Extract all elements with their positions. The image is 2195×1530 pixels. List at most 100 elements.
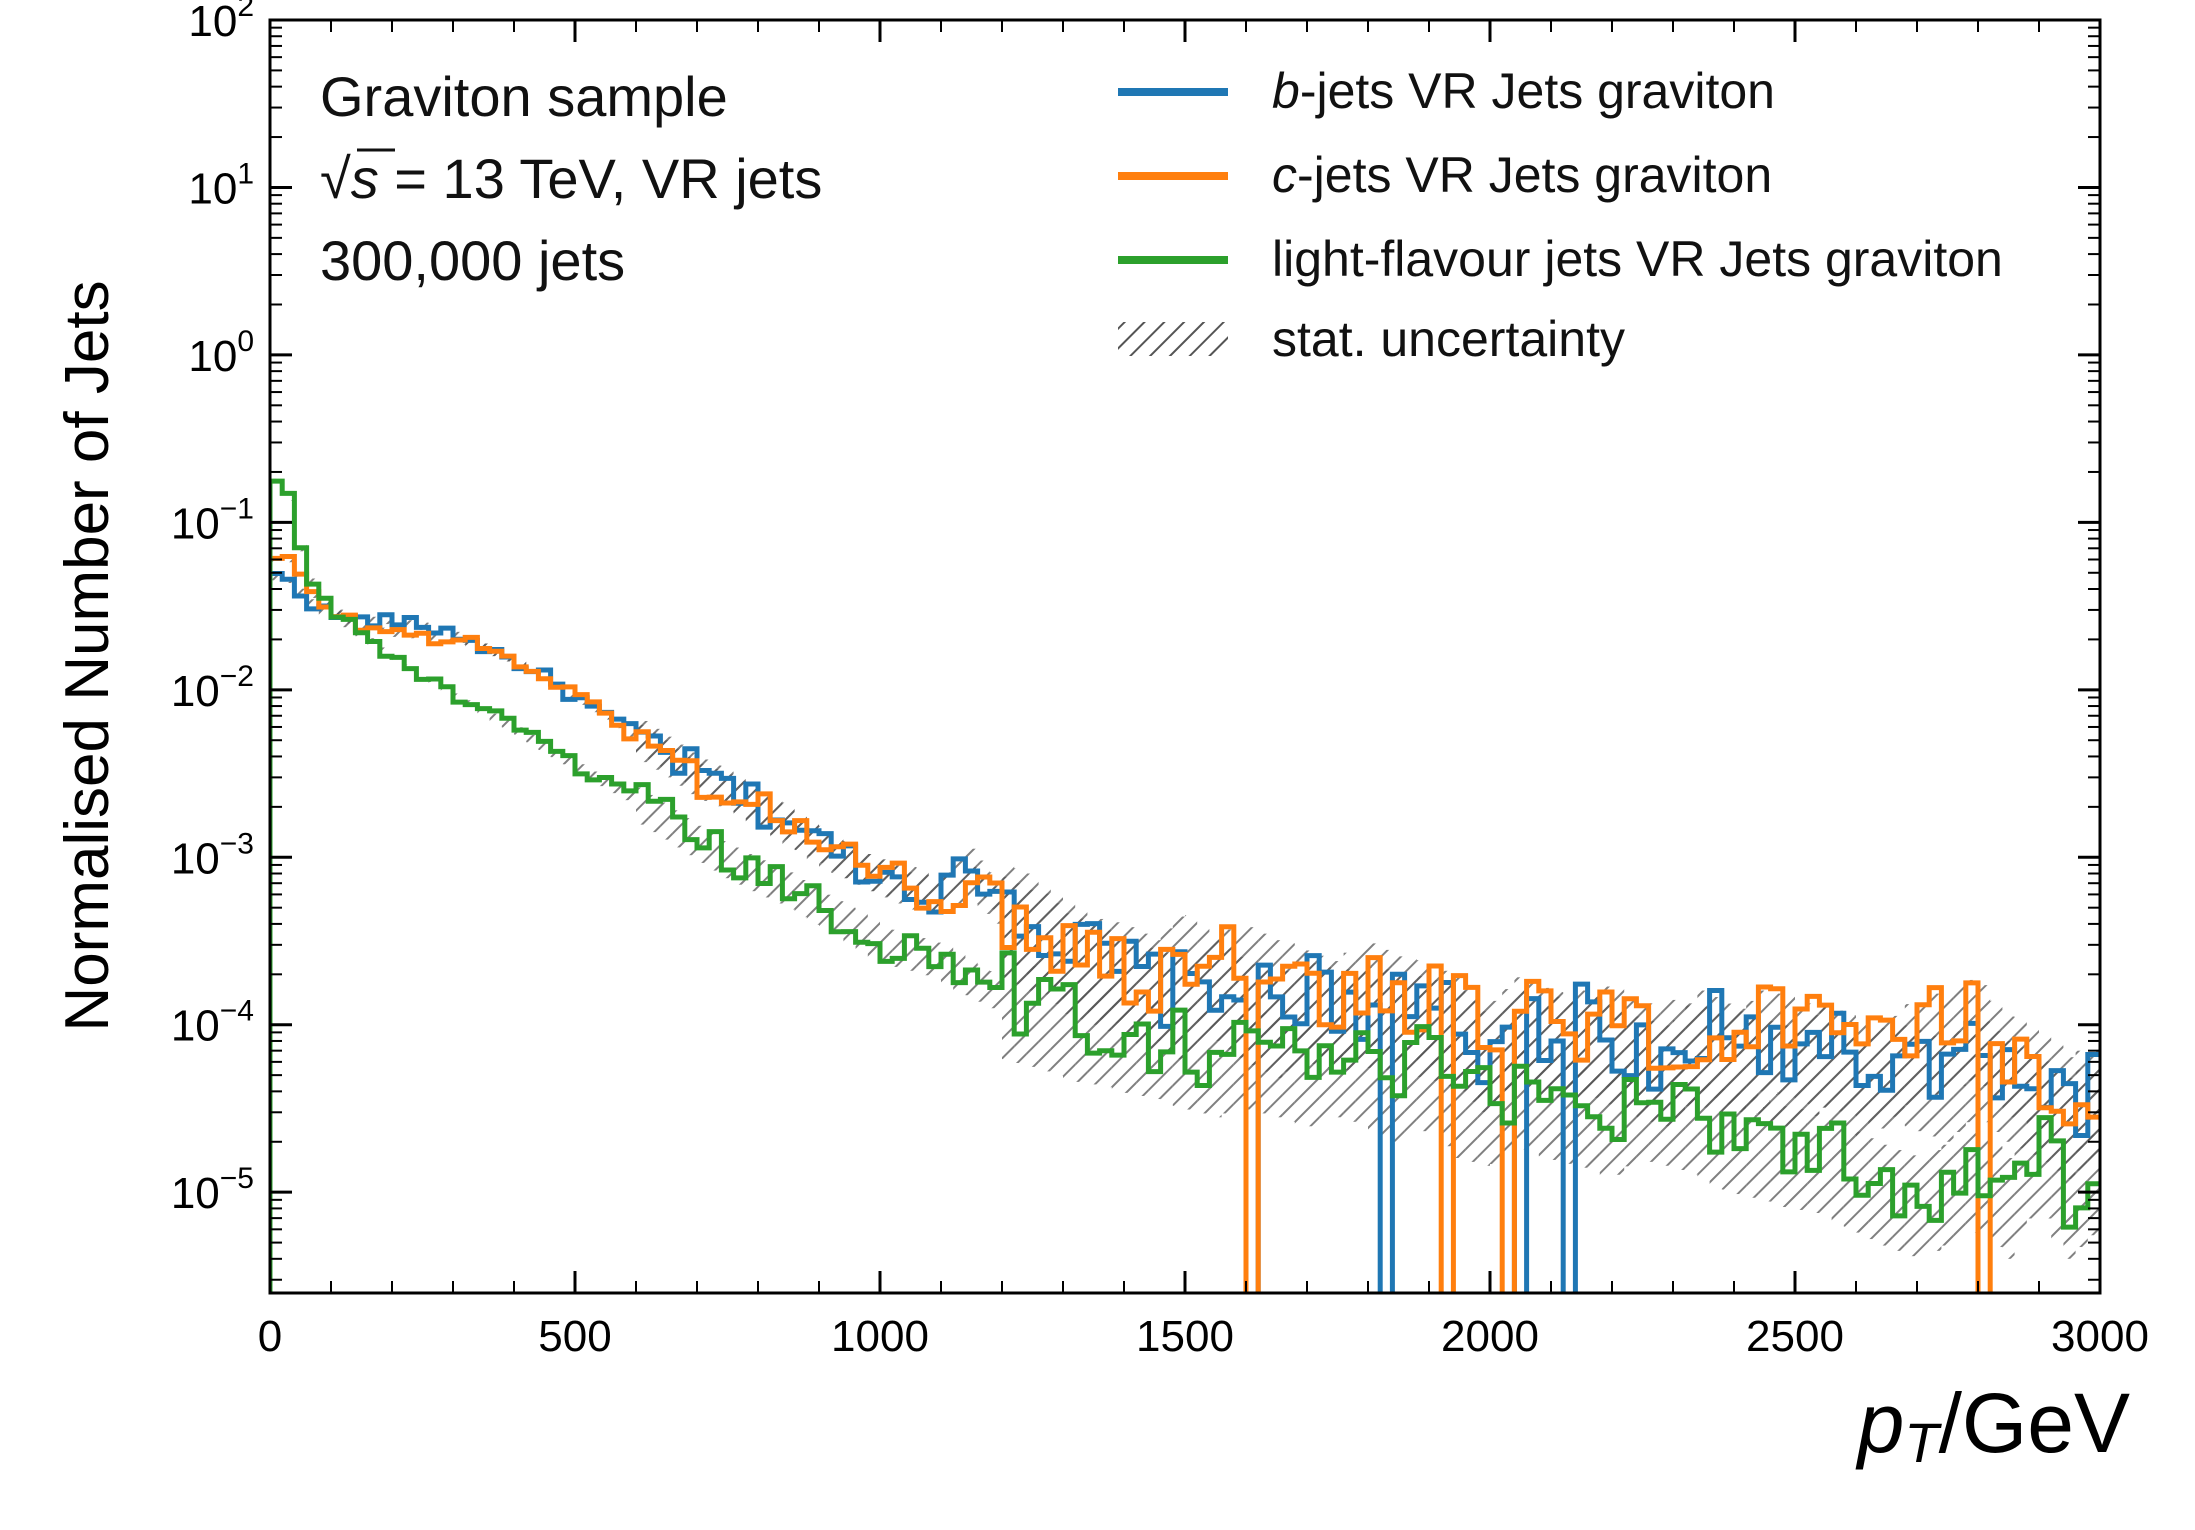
uncertainty-band-3 <box>416 673 429 681</box>
uncertainty-band-3 <box>1416 1030 1429 1132</box>
uncertainty-band-3 <box>2026 1117 2039 1219</box>
sqrt-s: s <box>351 147 379 210</box>
uncertainty-band-2 <box>648 732 661 770</box>
uncertainty-band-3 <box>611 785 624 794</box>
uncertainty-band-1 <box>294 588 307 596</box>
uncertainty-band-3 <box>1185 1008 1198 1110</box>
annotation-jets: 300,000 jets <box>320 229 625 292</box>
uncertainty-band-3 <box>1063 978 1076 1080</box>
uncertainty-band-2 <box>1368 943 1381 1045</box>
uncertainty-band-1 <box>392 617 405 626</box>
uncertainty-band-3 <box>440 686 453 694</box>
uncertainty-band-2 <box>953 871 966 909</box>
uncertainty-band-2 <box>928 877 941 915</box>
uncertainty-band-3 <box>831 901 844 939</box>
uncertainty-band-2 <box>1868 1023 1881 1125</box>
uncertainty-band-3 <box>843 907 856 945</box>
uncertainty-band-3 <box>428 679 441 688</box>
plot-frame <box>268 18 2102 1295</box>
uncertainty-band-3 <box>1551 1059 1564 1160</box>
uncertainty-band-2 <box>1587 992 1600 1094</box>
uncertainty-band-2 <box>941 875 954 914</box>
uncertainty-band-2 <box>465 640 478 648</box>
uncertainty-band-2 <box>416 632 429 640</box>
x-tick-label: 2000 <box>1441 1312 1539 1361</box>
uncertainty-band-2 <box>1843 1014 1856 1116</box>
uncertainty-band-3 <box>1843 1125 1856 1227</box>
uncertainty-band-3 <box>1673 1069 1686 1170</box>
uncertainty-band-2 <box>306 590 319 598</box>
uncertainty-band-3 <box>904 933 917 971</box>
uncertainty-band-2 <box>1734 1011 1747 1113</box>
annotation-energy: √s = 13 TeV, VR jets <box>320 147 822 210</box>
uncertainty-band-2 <box>440 635 453 643</box>
uncertainty-band-3 <box>587 771 600 779</box>
uncertainty-band-3 <box>1099 986 1112 1088</box>
ticks-layer: 0 500 1000 1500 2000 2500 3000 102 101 100 10−1 10−… <box>171 0 2149 1361</box>
uncertainty-band-3 <box>1172 1005 1185 1106</box>
uncertainty-band-3 <box>562 757 575 765</box>
uncertainty-band-1 <box>367 616 380 625</box>
uncertainty-band-3 <box>1270 1016 1283 1118</box>
uncertainty-band-2 <box>2075 1050 2088 1152</box>
uncertainty-band-3 <box>379 647 392 655</box>
uncertainty-band-3 <box>575 764 588 772</box>
uncertainty-band-3 <box>1002 958 1015 1060</box>
legend: b-jets VR Jets graviton c-jets VR Jets g… <box>1118 63 2003 367</box>
uncertainty-band-3 <box>282 493 295 501</box>
uncertainty-band-3 <box>1087 983 1100 1085</box>
uncertainty-band-3 <box>1233 1008 1246 1110</box>
uncertainty-band-3 <box>453 693 466 701</box>
series-layer <box>270 478 2100 1293</box>
uncertainty-band-1 <box>404 620 417 628</box>
energy-text: = 13 TeV, VR jets <box>379 147 823 210</box>
uncertainty-band-3 <box>1331 1016 1344 1118</box>
x-tick-label: 0 <box>258 1312 282 1361</box>
uncertainty-band-2 <box>1038 893 1051 995</box>
uncertainty-band-3 <box>1660 1064 1673 1166</box>
uncertainty-band-3 <box>648 794 661 833</box>
y-tick-label: 10−4 <box>171 995 254 1051</box>
uncertainty-band-3 <box>1648 1061 1661 1162</box>
uncertainty-band-3 <box>684 818 697 856</box>
uncertainty-band-2 <box>1990 1000 2003 1102</box>
uncertainty-band-2 <box>989 886 1002 924</box>
uncertainty-band-2 <box>782 806 795 845</box>
y-tick-label: 10−3 <box>171 827 254 883</box>
uncertainty-band-3 <box>1892 1150 1905 1251</box>
legend-label-stat: stat. uncertainty <box>1272 311 1625 367</box>
uncertainty-band-3 <box>709 833 722 871</box>
uncertainty-band-3 <box>599 778 612 787</box>
uncertainty-band-3 <box>928 942 941 980</box>
uncertainty-band-3 <box>1136 995 1149 1096</box>
uncertainty-band-2 <box>2026 1025 2039 1127</box>
uncertainty-band-3 <box>489 713 502 721</box>
uncertainty-band-2 <box>2002 1016 2015 1118</box>
y-tick-label: 102 <box>188 0 254 46</box>
uncertainty-band-3 <box>1856 1131 1869 1233</box>
uncertainty-band-3 <box>758 860 771 898</box>
uncertainty-band-2 <box>1965 979 1978 1081</box>
uncertainty-band-2 <box>623 729 636 737</box>
uncertainty-band-3 <box>1343 1020 1356 1122</box>
uncertainty-band-3 <box>1477 1064 1490 1166</box>
uncertainty-band-3 <box>1978 1134 1991 1236</box>
uncertainty-band-3 <box>1075 981 1088 1082</box>
uncertainty-band-3 <box>1514 1048 1527 1150</box>
uncertainty-band-2 <box>392 629 405 637</box>
uncertainty-band-3 <box>1807 1112 1820 1214</box>
y-tick-label: 10−1 <box>171 492 254 548</box>
uncertainty-band-2 <box>1355 944 1368 1046</box>
uncertainty-band-3 <box>1563 1063 1576 1164</box>
x-tick-label: 1500 <box>1136 1312 1234 1361</box>
uncertainty-band-3 <box>1380 1035 1393 1137</box>
series-line-3 <box>270 478 2100 1293</box>
uncertainty-band-3 <box>1246 1008 1259 1110</box>
uncertainty-band-3 <box>660 802 673 840</box>
uncertainty-band-3 <box>1197 1012 1210 1114</box>
uncertainty-band-3 <box>1026 966 1039 1067</box>
uncertainty-band-3 <box>1368 1030 1381 1132</box>
uncertainty-band-3 <box>1624 1065 1637 1167</box>
uncertainty-band-2 <box>355 622 368 630</box>
uncertainty-band-1 <box>379 616 392 625</box>
